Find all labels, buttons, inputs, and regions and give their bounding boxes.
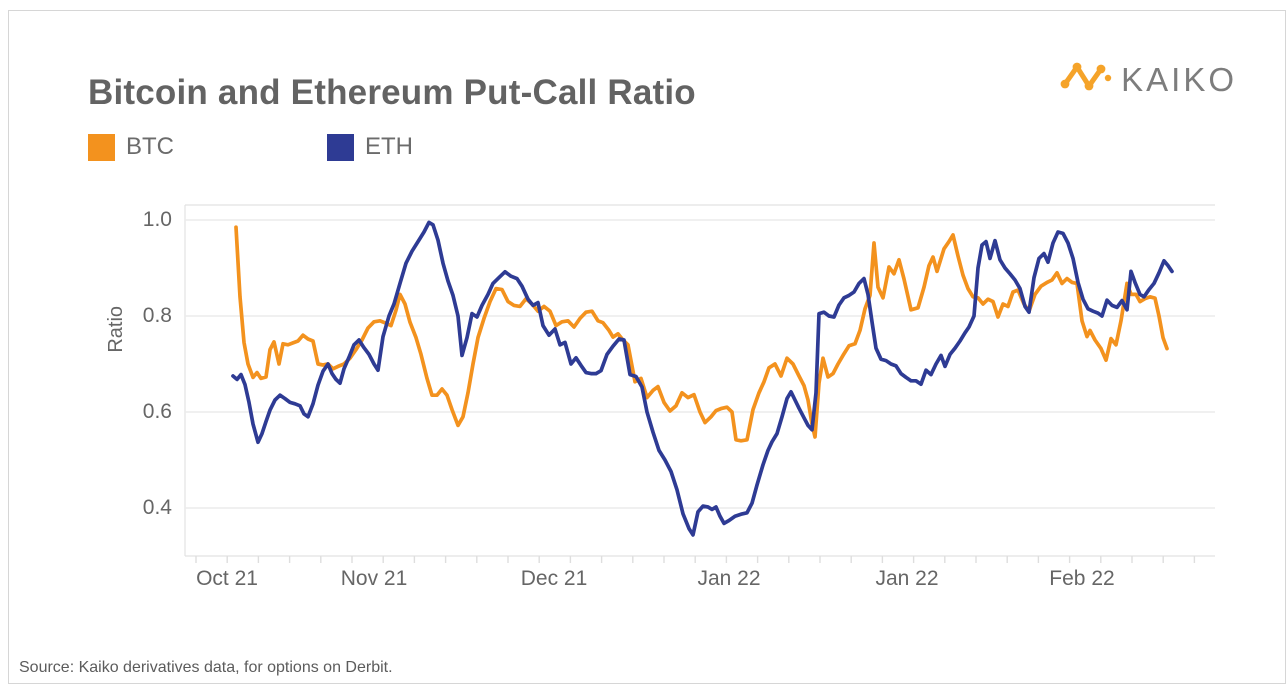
kaiko-logo-icon bbox=[1057, 55, 1115, 104]
eth-swatch bbox=[327, 133, 354, 161]
chart-card: Bitcoin and Ethereum Put-Call Ratio KAIK… bbox=[8, 10, 1286, 684]
x-tick-label-5: Feb 22 bbox=[1049, 567, 1115, 590]
eth-line bbox=[231, 220, 1174, 537]
legend-item-eth[interactable]: ETH bbox=[327, 133, 413, 161]
y-tick-label-0.4: 0.4 bbox=[142, 496, 172, 519]
source-note: Source: Kaiko derivatives data, for opti… bbox=[19, 659, 393, 676]
x-tick-label-1: Nov 21 bbox=[340, 567, 408, 590]
y-tick-label-0.8: 0.8 bbox=[142, 304, 172, 327]
legend-label-btc: BTC bbox=[126, 133, 174, 160]
legend-item-btc[interactable]: BTC bbox=[88, 133, 174, 161]
btc-swatch bbox=[88, 133, 115, 161]
x-tick-label-2: Dec 21 bbox=[520, 567, 588, 590]
kaiko-logo-text: KAIKO bbox=[1121, 60, 1237, 98]
legend-label-eth: ETH bbox=[365, 133, 413, 160]
y-tick-label-1.0: 1.0 bbox=[142, 208, 172, 231]
x-tick-label-0: Oct 21 bbox=[196, 567, 258, 590]
btc-line bbox=[234, 225, 1169, 443]
kaiko-logo: KAIKO bbox=[1057, 55, 1237, 104]
x-tick-label-3: Jan 22 bbox=[697, 567, 761, 590]
page-title: Bitcoin and Ethereum Put-Call Ratio bbox=[88, 73, 696, 112]
x-tick-label-4: Jan 22 bbox=[875, 567, 939, 590]
y-tick-label-0.6: 0.6 bbox=[142, 400, 172, 423]
chart-legend: BTC ETH bbox=[88, 133, 413, 161]
